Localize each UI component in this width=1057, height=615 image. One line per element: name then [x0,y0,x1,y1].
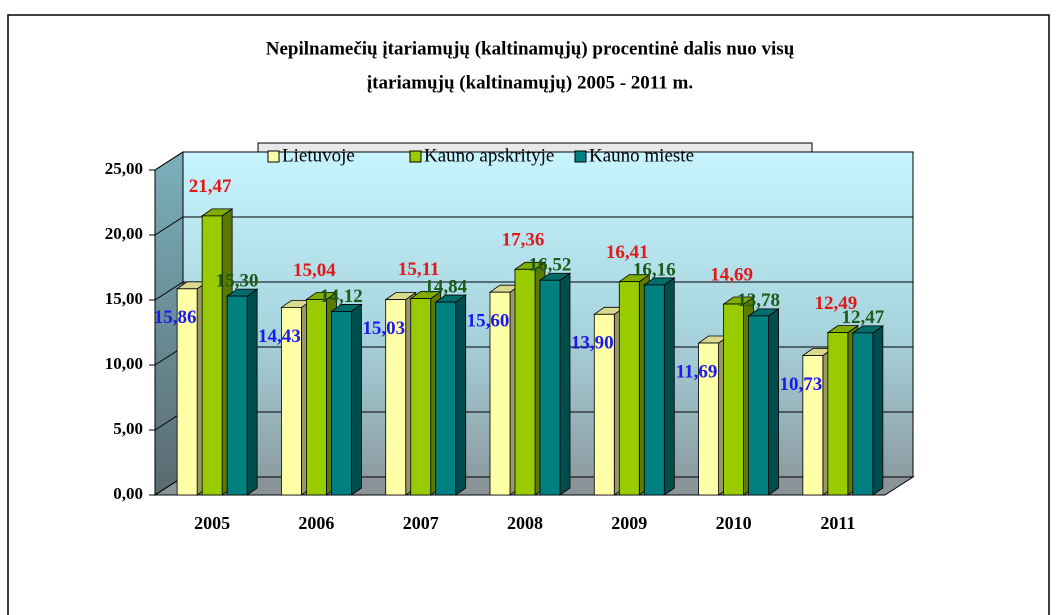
bar [385,299,407,496]
data-label: 15,86 [154,307,197,328]
bar [281,307,302,496]
bar [489,291,511,496]
bar [827,332,849,496]
data-label: 15,11 [398,259,440,280]
x-tick-label: 2005 [194,513,230,533]
y-tick-label: 5,00 [113,419,143,438]
bar [176,288,198,496]
grid-line [154,216,913,236]
bar [201,215,223,496]
y-tick-label: 0,00 [113,484,143,503]
legend-label: Kauno mieste [589,145,694,166]
bar [723,303,744,496]
bar-side [663,277,675,496]
data-label: 10,73 [779,374,822,395]
bar [306,299,327,496]
bar-side [351,303,362,496]
y-tick-label: 10,00 [105,354,143,373]
data-label: 21,47 [189,176,232,197]
data-label: 14,43 [258,326,301,347]
data-label: 12,49 [814,293,857,314]
chart-title: įtariamųjų (kaltinamųjų) 2005 - 2011 m. [367,72,693,93]
bar [852,332,874,496]
bar [226,295,248,496]
bar [698,342,719,496]
y-tick-label: 20,00 [105,224,143,243]
data-label: 11,69 [676,361,718,382]
bar [593,313,615,496]
x-tick-label: 2009 [611,513,647,533]
bar [802,355,824,496]
data-label: 15,30 [216,270,259,291]
bar-side [559,272,571,496]
data-label: 15,03 [362,318,405,339]
x-tick-label: 2011 [820,513,855,533]
x-tick-label: 2010 [716,513,752,533]
x-tick-label: 2007 [403,513,439,533]
data-label: 14,12 [320,286,363,307]
bar-side [872,325,884,496]
legend-swatch [409,150,422,163]
data-label: 13,90 [571,333,614,354]
data-label: 13,78 [737,290,780,311]
data-label: 17,36 [502,230,545,251]
legend-label: Lietuvoje [282,145,355,166]
bar-side [768,308,779,496]
legend-label: Kauno apskrityje [424,145,554,166]
bar [331,311,352,496]
bar [618,281,640,496]
data-label: 16,16 [633,259,676,280]
bar [643,284,665,496]
data-label: 15,04 [293,260,336,281]
bar [514,268,536,496]
bar-side [455,294,467,496]
bar [410,298,432,496]
data-label: 16,41 [606,242,649,263]
x-tick-label: 2006 [298,513,334,533]
grid-line [154,151,913,171]
bar [539,279,561,496]
y-tick-label: 15,00 [105,289,143,308]
data-label: 15,60 [467,311,510,332]
bar [435,301,457,496]
bar-side [246,288,258,496]
x-tick-label: 2008 [507,513,543,533]
data-label: 14,84 [424,276,467,297]
data-label: 12,47 [841,307,884,328]
chart-title: Nepilnamečių įtariamųjų (kaltinamųjų) pr… [266,38,795,59]
y-tick-label: 25,00 [105,159,143,178]
data-label: 14,69 [710,264,753,285]
data-label: 16,52 [529,255,572,276]
legend-swatch [574,150,587,163]
bar [748,315,769,496]
legend-swatch [267,150,280,163]
